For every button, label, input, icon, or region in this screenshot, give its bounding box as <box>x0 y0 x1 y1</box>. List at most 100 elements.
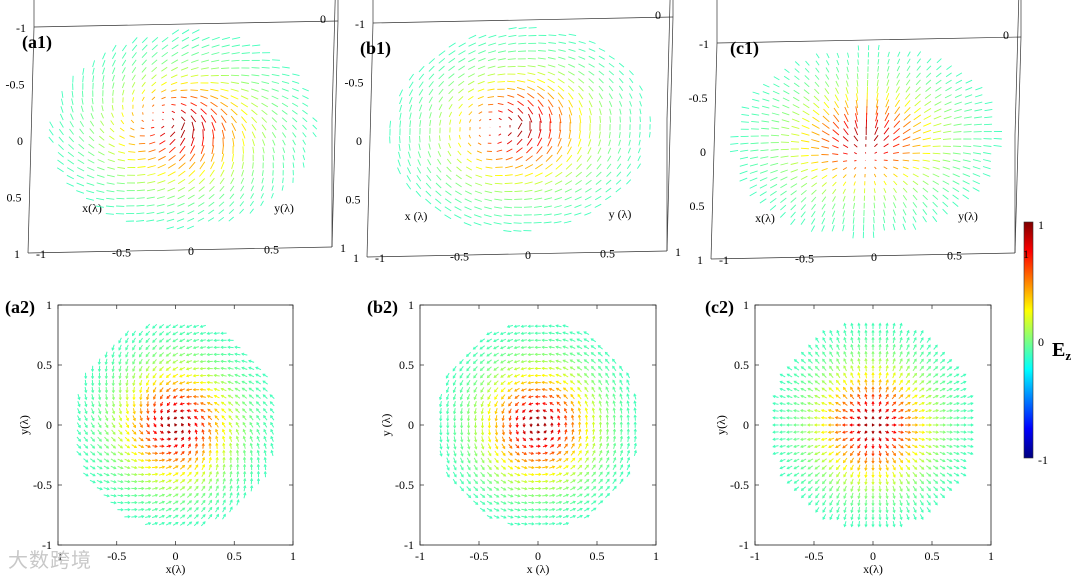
arrow-head <box>255 380 259 384</box>
arrow-head <box>534 338 538 342</box>
arrow <box>241 360 248 363</box>
axis-line <box>33 20 339 28</box>
arrow-head <box>188 450 192 454</box>
arrow <box>549 374 555 377</box>
arrow-head <box>864 350 868 354</box>
arrow-head <box>502 446 506 450</box>
arrow <box>453 457 457 464</box>
arrow <box>261 81 270 85</box>
arrow-head <box>98 431 102 435</box>
arrow <box>76 436 81 442</box>
arrow <box>507 338 514 342</box>
arrow <box>187 210 195 215</box>
arrow <box>591 479 596 484</box>
arrow-head <box>829 329 833 334</box>
arrow <box>786 451 793 455</box>
arrow <box>179 352 186 357</box>
arrow-head <box>590 345 594 349</box>
arrow-head <box>878 510 882 514</box>
arrow-head <box>199 394 203 399</box>
arrow <box>912 485 917 492</box>
arrow <box>569 508 576 512</box>
arrow <box>793 465 800 470</box>
arrow <box>171 29 180 35</box>
arrow <box>130 127 135 131</box>
arrow-head <box>920 509 924 513</box>
arrow-head <box>949 416 953 420</box>
arrow <box>312 132 317 138</box>
arrow <box>131 451 137 455</box>
arrow-head <box>800 366 804 370</box>
arrow-head <box>864 445 868 450</box>
arrow-head <box>85 459 89 463</box>
arrow <box>181 29 190 35</box>
arrow <box>885 358 888 365</box>
arrow-head <box>871 357 875 362</box>
arrow-head <box>538 494 542 498</box>
arrow-head <box>555 366 559 370</box>
y-tick-label: 1 <box>340 241 346 255</box>
arrow-head <box>118 354 122 358</box>
arrow <box>111 105 114 111</box>
arrow-head <box>598 400 602 404</box>
arrow-head <box>864 386 868 390</box>
arrow-head <box>460 481 464 485</box>
arrow <box>231 36 241 40</box>
arrow <box>92 60 96 68</box>
arrow <box>780 458 786 462</box>
arrow <box>418 73 425 81</box>
arrow <box>588 63 595 68</box>
arrow <box>89 472 96 477</box>
arrow-head <box>892 350 896 355</box>
arrow <box>608 85 614 92</box>
arrow <box>138 344 143 350</box>
arrow <box>829 373 834 379</box>
arrow <box>899 499 903 506</box>
arrow <box>563 458 569 463</box>
arrow <box>493 331 500 335</box>
arrow <box>779 395 786 399</box>
arrow-head <box>612 365 616 369</box>
arrow <box>576 338 583 342</box>
arrow <box>257 443 260 449</box>
arrow <box>487 73 496 77</box>
arrow <box>177 187 186 192</box>
arrow-head <box>92 480 96 484</box>
arrow <box>111 344 115 351</box>
arrow <box>97 166 105 171</box>
arrow <box>167 195 175 200</box>
arrow <box>448 73 455 79</box>
arrow <box>438 80 445 88</box>
arrow-head <box>182 493 186 497</box>
arrow-head <box>467 446 471 450</box>
arrow <box>242 422 247 428</box>
arrow-head <box>153 403 157 407</box>
arrow <box>487 103 494 106</box>
arrow <box>807 465 814 470</box>
arrow <box>121 52 127 59</box>
arrow-head <box>496 473 500 477</box>
arrow <box>584 380 589 386</box>
arrow <box>141 59 147 66</box>
arrow <box>177 178 186 185</box>
arrow <box>939 366 945 371</box>
arrow <box>521 367 527 370</box>
arrow <box>57 151 64 158</box>
arrow <box>858 358 861 365</box>
arrow <box>585 401 589 407</box>
arrow <box>439 408 442 414</box>
arrow <box>302 124 308 130</box>
arrow-head <box>517 459 521 463</box>
arrow <box>59 113 64 121</box>
arrow <box>58 136 64 143</box>
arrow-head <box>828 380 832 384</box>
arrow <box>109 135 115 140</box>
arrow-head <box>182 507 186 511</box>
arrow-head <box>559 493 563 497</box>
arrow-head <box>779 416 783 420</box>
arrow <box>77 408 81 414</box>
arrow <box>145 515 151 518</box>
arrow <box>230 81 239 84</box>
arrow <box>843 344 847 351</box>
arrow-head <box>515 410 519 414</box>
